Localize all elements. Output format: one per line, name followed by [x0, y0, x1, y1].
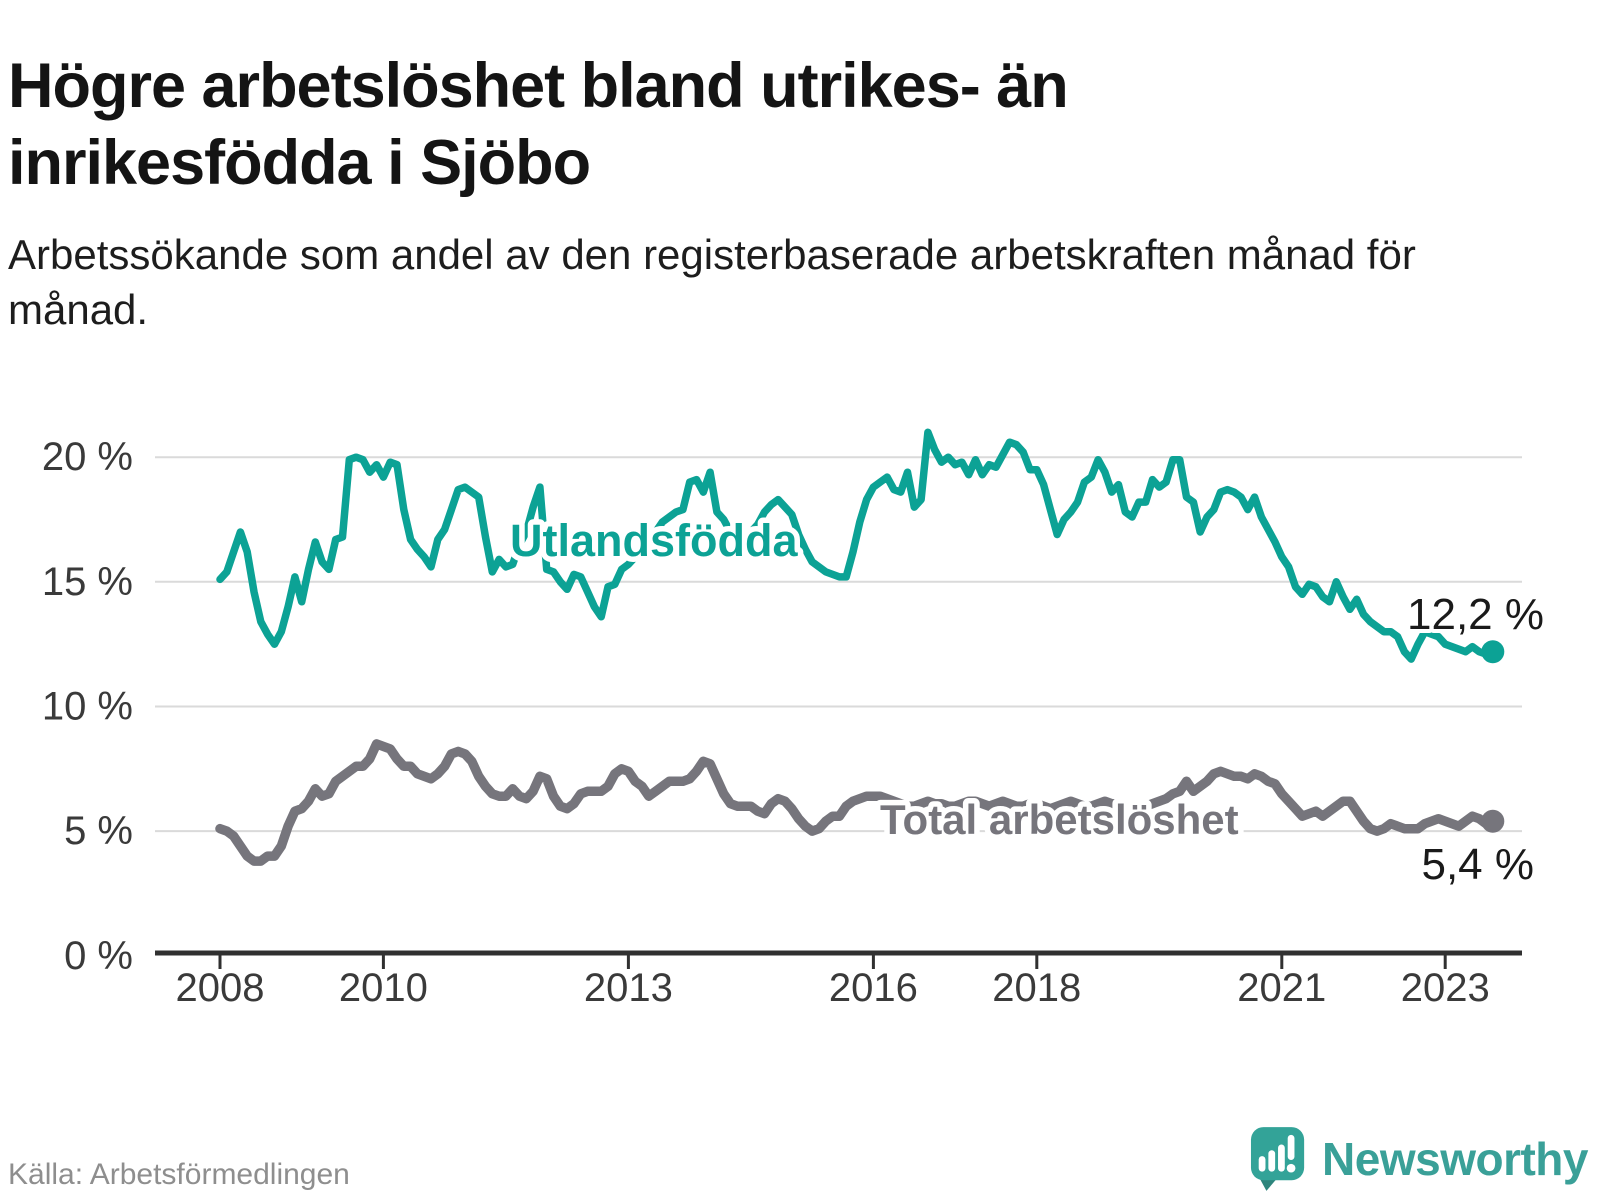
page-title: Högre arbetslöshet bland utrikes- än inr…	[8, 51, 1069, 199]
source-note: Källa: Arbetsförmedlingen	[8, 1158, 350, 1191]
x-axis-tick-label: 2023	[1401, 966, 1490, 1010]
page-subtitle: Arbetssökande som andel av den registerb…	[8, 231, 1416, 333]
x-axis-tick-label: 2018	[992, 966, 1081, 1010]
x-axis-tick-label: 2013	[584, 966, 673, 1010]
y-axis-tick-label: 15 %	[42, 560, 133, 604]
end-value-label: 5,4 %	[1421, 840, 1534, 889]
series-end-dot-total	[1481, 809, 1505, 833]
y-axis-tick-label: 0 %	[64, 934, 133, 978]
speech-bubble-bar-chart-icon	[1251, 1127, 1305, 1191]
x-axis-tick-label: 2008	[176, 966, 265, 1010]
end-value-label: 12,2 %	[1407, 590, 1544, 639]
series-end-dot-utlandsfodda	[1481, 640, 1505, 664]
series-line-total	[215, 739, 1498, 866]
y-axis-tick-label: 20 %	[42, 435, 133, 479]
y-axis-tick-label: 5 %	[64, 809, 133, 853]
series-line-utlandsfodda	[216, 428, 1497, 663]
series-label: Utlandsfödda	[510, 515, 798, 566]
newsworthy-logo: Newsworthy	[1250, 1126, 1588, 1192]
x-axis-tick-label: 2010	[339, 966, 428, 1010]
x-axis-tick-label: 2021	[1237, 966, 1326, 1010]
x-axis-tick-label: 2016	[829, 966, 918, 1010]
series-label: Total arbetslöshet	[880, 796, 1239, 843]
brand-name: Newsworthy	[1322, 1133, 1588, 1185]
y-axis-tick-label: 10 %	[42, 685, 133, 729]
